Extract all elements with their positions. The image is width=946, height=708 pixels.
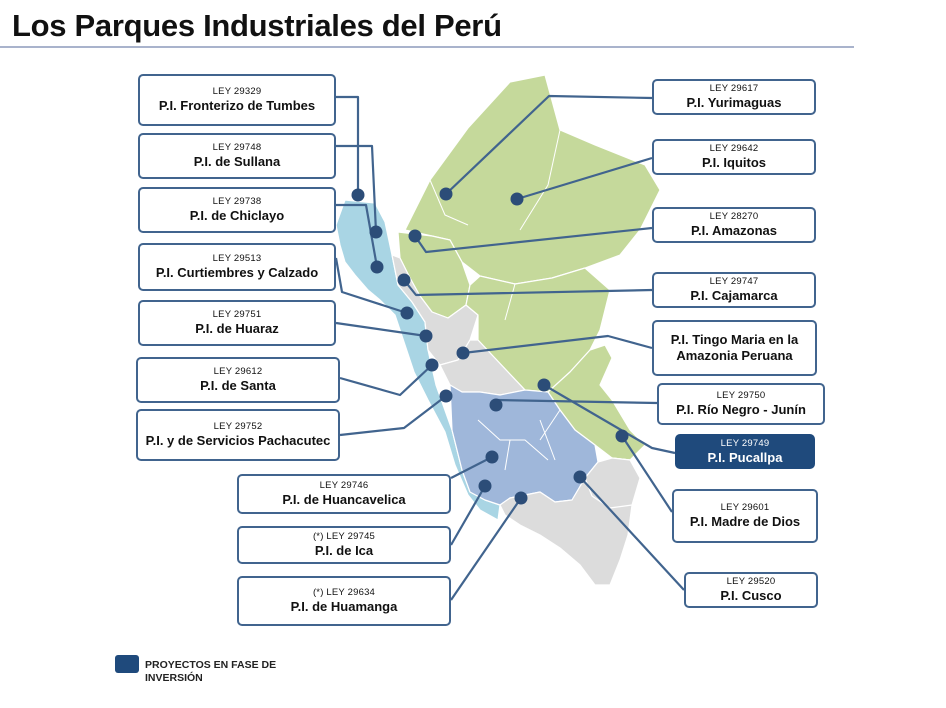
leader-line-huaraz — [335, 321, 427, 338]
park-name: P.I. de Huancavelica — [282, 492, 406, 507]
park-name: P.I. de Santa — [200, 378, 276, 393]
park-name: P.I. Cusco — [720, 588, 782, 603]
park-law: LEY 29612 — [213, 366, 263, 377]
map-marker-pucallpa[interactable] — [537, 378, 551, 392]
park-box-chiclayo[interactable]: LEY 29738 P.I. de Chiclayo — [138, 187, 336, 233]
park-box-rionegro[interactable]: LEY 29750 P.I. Río Negro - Junín — [657, 383, 825, 425]
map-marker-huancavelica[interactable] — [485, 450, 499, 464]
park-box-madrededios[interactable]: LEY 29601 P.I. Madre de Dios — [672, 489, 818, 543]
park-law: LEY 29642 — [709, 143, 759, 154]
map-marker-tingo[interactable] — [456, 346, 470, 360]
park-law: (*) LEY 29745 — [312, 531, 376, 542]
leader-line-sullana — [336, 144, 378, 233]
leader-line-cusco — [579, 476, 685, 591]
park-law: LEY 29746 — [319, 480, 369, 491]
map-marker-chiclayo[interactable] — [370, 260, 384, 274]
park-name: P.I. de Huamanga — [290, 599, 398, 614]
park-name: P.I. Fronterizo de Tumbes — [158, 98, 316, 113]
park-law: LEY 29738 — [212, 196, 262, 207]
park-box-pucallpa[interactable]: LEY 29749 P.I. Pucallpa — [675, 434, 815, 469]
park-law: LEY 29750 — [716, 390, 766, 401]
map-marker-iquitos[interactable] — [510, 192, 524, 206]
park-law: LEY 29601 — [720, 502, 770, 513]
map-marker-ica[interactable] — [478, 479, 492, 493]
leader-line-chiclayo — [336, 203, 379, 268]
map-marker-cusco[interactable] — [573, 470, 587, 484]
legend-label: PROYECTOS EN FASE DE INVERSIÓN — [145, 659, 277, 684]
park-box-tumbes[interactable]: LEY 29329 P.I. Fronterizo de Tumbes — [138, 74, 336, 126]
park-box-huancavelica[interactable]: LEY 29746 P.I. de Huancavelica — [237, 474, 451, 514]
region-sierra-north — [391, 254, 479, 366]
map-marker-amazonas[interactable] — [408, 229, 422, 243]
park-name: P.I. Tingo Maria en la Amazonia Peruana — [670, 332, 799, 363]
leader-line-pucallpa — [543, 384, 676, 455]
leader-line-huancavelica — [450, 456, 493, 479]
map-marker-rionegro[interactable] — [489, 398, 503, 412]
leader-line-tumbes — [336, 95, 360, 195]
legend-swatch — [115, 655, 139, 673]
map-marker-cajamarca[interactable] — [397, 273, 411, 287]
park-box-tingo[interactable]: P.I. Tingo Maria en la Amazonia Peruana — [652, 320, 817, 376]
internal-borders — [429, 129, 561, 471]
leader-line-tingo — [462, 334, 653, 355]
park-box-cajamarca[interactable]: LEY 29747 P.I. Cajamarca — [652, 272, 816, 308]
park-box-huaraz[interactable]: LEY 29751 P.I. de Huaraz — [138, 300, 336, 346]
park-name: P.I. Iquitos — [701, 155, 767, 170]
park-name: P.I. Yurimaguas — [686, 95, 782, 110]
park-law: LEY 29752 — [213, 421, 263, 432]
map-marker-curtiembres[interactable] — [400, 306, 414, 320]
map-marker-yurimaguas[interactable] — [439, 187, 453, 201]
park-law: LEY 29520 — [726, 576, 776, 587]
park-law: LEY 29747 — [709, 276, 759, 287]
map-marker-tumbes[interactable] — [351, 188, 365, 202]
park-name: P.I. de Chiclayo — [189, 208, 285, 223]
park-box-curtiembres[interactable]: LEY 29513 P.I. Curtiembres y Calzado — [138, 243, 336, 291]
park-box-santa[interactable]: LEY 29612 P.I. de Santa — [136, 357, 340, 403]
park-name: P.I. Amazonas — [691, 223, 777, 238]
park-box-iquitos[interactable]: LEY 29642 P.I. Iquitos — [652, 139, 816, 175]
park-law: (*) LEY 29634 — [312, 587, 376, 598]
park-box-pachacutec[interactable]: LEY 29752 P.I. y de Servicios Pachacutec — [136, 409, 340, 461]
leader-line-madrededios — [621, 435, 673, 513]
park-box-huamanga[interactable]: (*) LEY 29634 P.I. de Huamanga — [237, 576, 451, 626]
park-name: P.I. Pucallpa — [707, 449, 783, 465]
leader-line-huamanga — [450, 497, 522, 601]
leader-line-iquitos — [516, 156, 653, 201]
park-name: P.I. y de Servicios Pachacutec — [145, 433, 331, 448]
park-box-cusco[interactable]: LEY 29520 P.I. Cusco — [684, 572, 818, 608]
map-marker-huaraz[interactable] — [419, 329, 433, 343]
park-name: P.I. de Huaraz — [195, 321, 279, 336]
leader-line-pachacutec — [339, 395, 447, 437]
park-box-sullana[interactable]: LEY 29748 P.I. de Sullana — [138, 133, 336, 179]
park-name: P.I. de Sullana — [193, 154, 281, 169]
park-box-yurimaguas[interactable]: LEY 29617 P.I. Yurimaguas — [652, 79, 816, 115]
leader-line-curtiembres — [334, 257, 408, 315]
park-law: LEY 29748 — [212, 142, 262, 153]
map-marker-pachacutec[interactable] — [439, 389, 453, 403]
park-law: LEY 28270 — [709, 211, 759, 222]
map-marker-santa[interactable] — [425, 358, 439, 372]
leader-line-yurimaguas — [445, 94, 653, 195]
park-name: P.I. Madre de Dios — [689, 514, 801, 529]
park-name: P.I. Río Negro - Junín — [676, 402, 806, 417]
leader-line-ica — [450, 485, 486, 546]
park-law: LEY 29751 — [212, 309, 262, 320]
park-law: LEY 29617 — [709, 83, 759, 94]
park-box-ica[interactable]: (*) LEY 29745 P.I. de Ica — [237, 526, 451, 564]
park-law: LEY 29329 — [212, 86, 262, 97]
park-name: P.I. de Ica — [314, 543, 374, 558]
page-title: Los Parques Industriales del Perú — [12, 8, 502, 43]
map-marker-huamanga[interactable] — [514, 491, 528, 505]
title-divider — [0, 46, 854, 48]
map-marker-sullana[interactable] — [369, 225, 383, 239]
leader-line-santa — [339, 364, 433, 397]
park-law: LEY 29749 — [720, 437, 770, 449]
park-law: LEY 29513 — [212, 253, 262, 264]
map-marker-madrededios[interactable] — [615, 429, 629, 443]
park-name: P.I. Curtiembres y Calzado — [155, 265, 319, 280]
park-name: P.I. Cajamarca — [690, 288, 778, 303]
park-box-amazonas[interactable]: LEY 28270 P.I. Amazonas — [652, 207, 816, 243]
